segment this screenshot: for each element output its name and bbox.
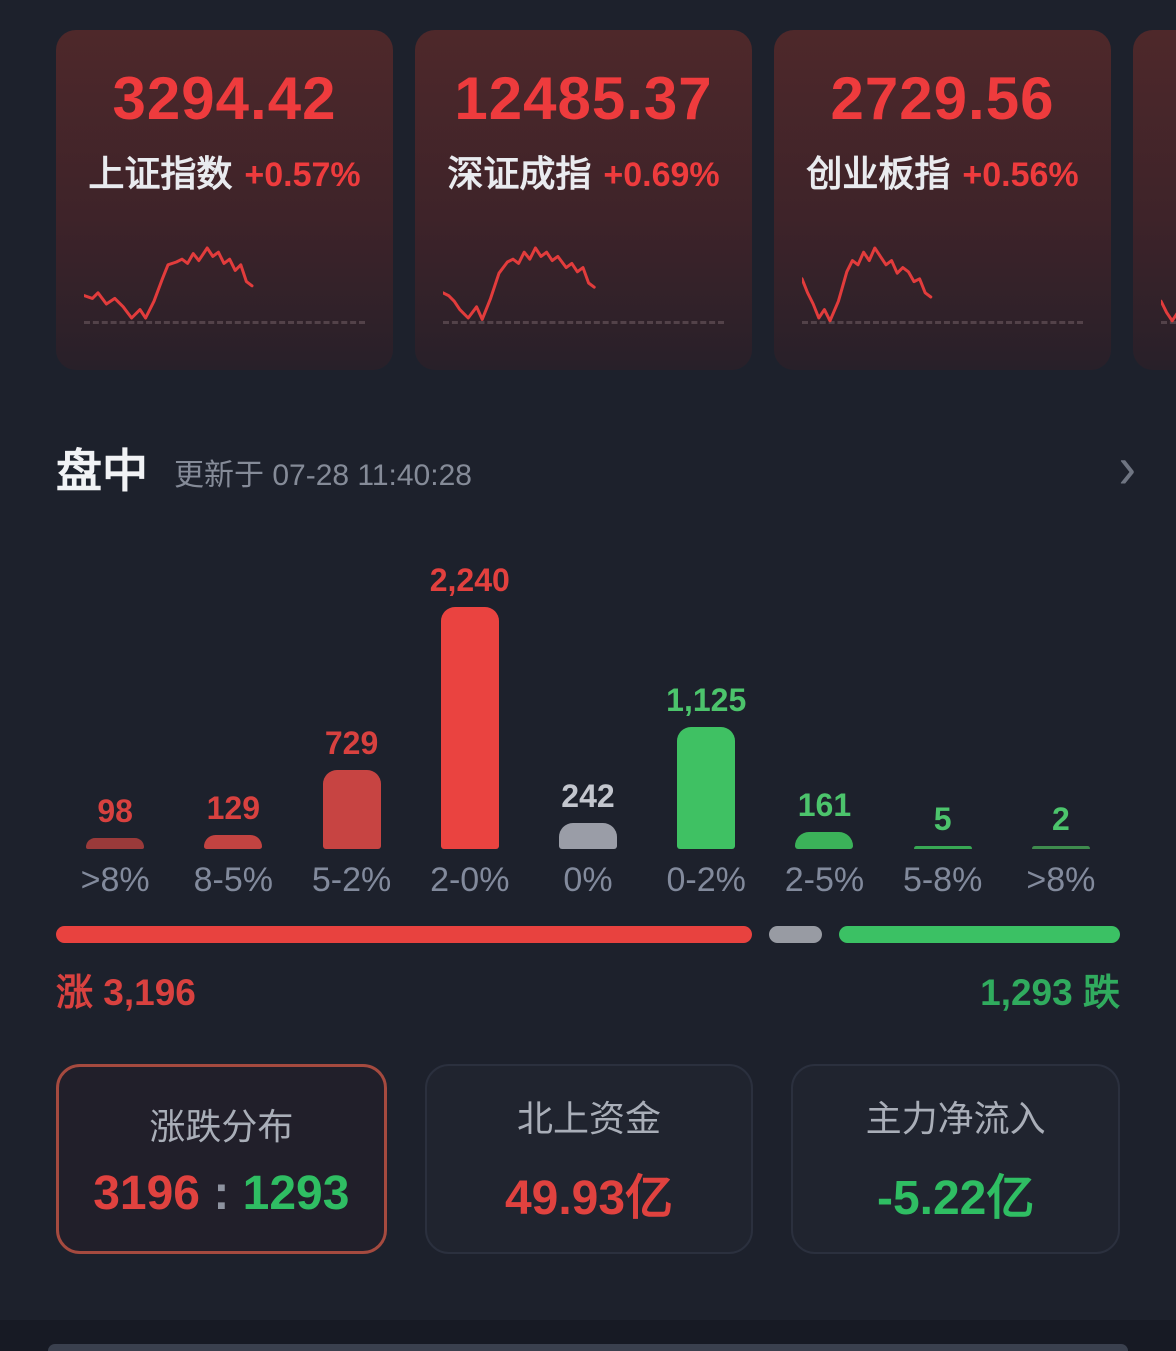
summary-value: -5.22亿: [876, 1172, 1035, 1225]
summary-value: 3196 : 1293: [93, 1166, 349, 1221]
advancers-label: 涨 3,196: [56, 972, 196, 1013]
bar-category-label: 8-5%: [193, 861, 274, 899]
dist-col-5-2: 729 5-2%: [292, 545, 410, 907]
ratio-up: [56, 926, 752, 943]
bar-category-label: 2-5%: [784, 861, 865, 899]
dist-col-0-2: 1,125 0-2%: [647, 545, 765, 907]
bar: [440, 607, 499, 849]
bar-category-label: 0%: [563, 861, 613, 899]
advance-decline-labels: 涨 3,196 1,293 跌: [56, 962, 1120, 1016]
index-name-row: 创业板指 +0.56%: [774, 145, 1111, 197]
down-count: 1293: [242, 1166, 350, 1220]
ratio-flat: [768, 926, 822, 943]
summary-title: 北上资金: [517, 1098, 662, 1139]
index-cards-row: 3294.42 上证指数 +0.57% 12485.37 深证成指 +0.69%…: [56, 30, 1176, 370]
up-count: 3196: [93, 1166, 200, 1220]
bar-value-label: 161: [797, 787, 852, 823]
index-card-partial[interactable]: [1133, 30, 1176, 370]
bar-value-label: 2: [1051, 801, 1070, 837]
index-change: +0.69%: [603, 156, 720, 194]
summary-card-distribution[interactable]: 涨跌分布 3196 : 1293: [56, 1064, 387, 1254]
bar: [86, 838, 145, 849]
bar-value-label: 129: [206, 790, 261, 826]
index-change: +0.56%: [962, 156, 1079, 194]
dist-col-flat: 242 0%: [529, 545, 647, 907]
next-card-top-edge: [48, 1344, 1128, 1351]
sparkline-baseline: [84, 321, 365, 324]
dist-col-8-5: 129 8-5%: [174, 545, 292, 907]
next-section-strip: [0, 1320, 1176, 1351]
sparkline-chart: [84, 234, 364, 346]
index-name: 深证成指: [447, 153, 592, 194]
dist-col-gt8-up: 98 >8%: [56, 545, 174, 907]
section-updated-timestamp: 更新于 07-28 11:40:28: [174, 459, 472, 492]
bar-value-label: 98: [97, 793, 133, 829]
intraday-section-header[interactable]: 盘中 更新于 07-28 11:40:28 ›: [56, 436, 1136, 500]
index-value: 12485.37: [454, 65, 713, 132]
bar: [913, 846, 972, 849]
bar: [204, 835, 263, 849]
summary-value: 49.93亿: [504, 1172, 674, 1225]
bar-category-label: 5-8%: [902, 861, 983, 899]
summary-card-northbound[interactable]: 北上资金 49.93亿: [424, 1064, 754, 1254]
dist-col-2-0: 2,240 2-0%: [411, 545, 529, 907]
dist-col-2-5: 161 2-5%: [765, 545, 883, 907]
bar-value-label: 2,240: [429, 562, 510, 598]
section-title: 盘中: [56, 445, 148, 497]
bar: [558, 823, 617, 849]
bar-category-label: 0-2%: [666, 861, 746, 899]
ratio-separator: :: [200, 1166, 243, 1220]
sparkline-chart: [1161, 234, 1176, 346]
chevron-right-icon[interactable]: ›: [1118, 434, 1136, 502]
summary-card-main-net-inflow[interactable]: 主力净流入 -5.22亿: [791, 1064, 1121, 1254]
index-name: 上证指数: [88, 153, 233, 194]
index-value: 3294.42: [112, 65, 337, 132]
index-value: 2729.56: [830, 65, 1055, 132]
index-card-chinext[interactable]: 2729.56 创业板指 +0.56%: [774, 30, 1111, 370]
decliners-label: 1,293 跌: [980, 972, 1120, 1013]
sparkline-chart: [802, 234, 1082, 346]
summary-cards-row: 涨跌分布 3196 : 1293 北上资金 49.93亿 主力净流入 -5.22…: [56, 1064, 1121, 1254]
bar-category-label: 5-2%: [311, 861, 392, 899]
dist-col-5-8: 5 5-8%: [884, 545, 1002, 907]
bar: [1031, 846, 1090, 849]
bar-value-label: 1,125: [666, 682, 747, 718]
bar-value-label: 5: [933, 801, 952, 837]
index-name-row: 深证成指 +0.69%: [415, 145, 752, 197]
bar-value-label: 729: [324, 725, 379, 761]
bar-category-label: >8%: [1026, 861, 1096, 899]
summary-title: 主力净流入: [865, 1098, 1046, 1139]
bar: [322, 770, 381, 849]
ratio-down: [838, 926, 1120, 943]
dist-col-gt8-down: 2 >8%: [1002, 545, 1120, 907]
sparkline-baseline: [1161, 321, 1176, 324]
index-name: 创业板指: [806, 153, 951, 194]
bar: [795, 832, 854, 849]
index-change: +0.57%: [244, 156, 361, 194]
bar-category-label: 2-0%: [430, 861, 510, 899]
index-name-row: 上证指数 +0.57%: [56, 145, 393, 197]
sparkline-baseline: [802, 321, 1083, 324]
index-card-shenzhen[interactable]: 12485.37 深证成指 +0.69%: [415, 30, 752, 370]
advance-decline-ratio-bar: [56, 926, 1120, 943]
bar-value-label: 242: [561, 778, 615, 814]
sparkline-baseline: [443, 321, 724, 324]
summary-title: 涨跌分布: [149, 1105, 294, 1147]
gain-loss-distribution-chart: 98 >8% 129 8-5% 729 5-2% 2,240 2-0% 242 …: [56, 545, 1120, 907]
index-card-shanghai[interactable]: 3294.42 上证指数 +0.57%: [56, 30, 393, 370]
bar-category-label: >8%: [80, 861, 150, 899]
bar: [677, 727, 736, 849]
sparkline-chart: [443, 234, 723, 346]
